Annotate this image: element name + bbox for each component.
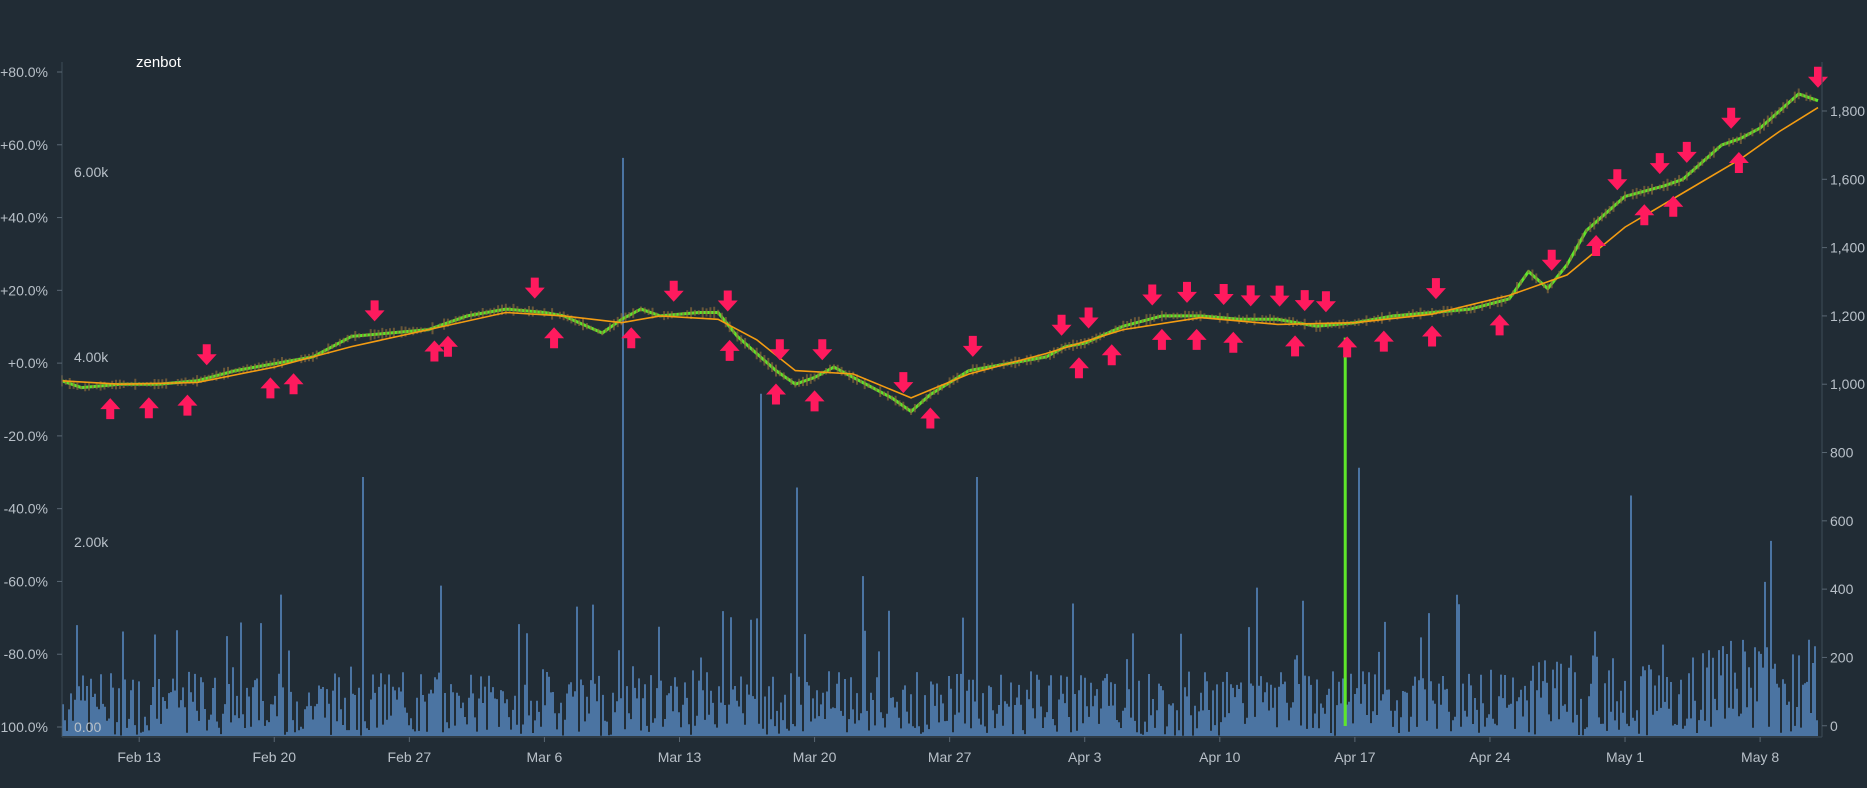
x-tick-label: Feb 20 bbox=[252, 749, 296, 765]
buy-signal-arrow bbox=[1223, 331, 1244, 353]
sell-signal-arrow bbox=[1142, 284, 1163, 306]
y-right-tick-label: 1,400 bbox=[1830, 240, 1865, 256]
x-tick-label: Mar 20 bbox=[793, 749, 837, 765]
y-left-tick-label: +20.0% bbox=[0, 282, 48, 298]
volume-tick-label: 4.00k bbox=[74, 349, 109, 365]
buy-signal-arrow bbox=[1586, 234, 1607, 256]
y-right-tick-label: 1,600 bbox=[1830, 171, 1865, 187]
buy-signal-arrow bbox=[1373, 330, 1394, 352]
sell-signal-arrow bbox=[893, 372, 914, 394]
y-right-tick-label: 400 bbox=[1830, 581, 1854, 597]
y-left-tick-label: +40.0% bbox=[0, 210, 48, 226]
volume-tick-label: 0.00 bbox=[74, 719, 101, 735]
buy-signal-arrow bbox=[177, 394, 198, 416]
buy-signal-arrow bbox=[1151, 328, 1172, 350]
sell-signal-arrow bbox=[1078, 307, 1099, 329]
x-tick-label: Mar 6 bbox=[527, 749, 563, 765]
sell-signal-arrow bbox=[1541, 249, 1562, 271]
buy-signal-arrow bbox=[437, 335, 458, 357]
y-left-tick-label: -100.0% bbox=[0, 719, 48, 735]
buy-signal-arrow bbox=[1186, 328, 1207, 350]
y-right-tick-label: 200 bbox=[1830, 649, 1854, 665]
sell-signal-arrow bbox=[769, 339, 790, 361]
x-tick-label: Mar 13 bbox=[658, 749, 702, 765]
y-left-tick-label: +0.0% bbox=[8, 355, 48, 371]
y-right-tick-label: 600 bbox=[1830, 513, 1854, 529]
sell-signal-arrow bbox=[1240, 285, 1261, 307]
buy-signal-arrow bbox=[260, 377, 281, 399]
y-left-tick-label: -60.0% bbox=[4, 573, 48, 589]
x-tick-label: May 1 bbox=[1606, 749, 1644, 765]
sell-signal-arrow bbox=[1649, 153, 1670, 175]
moving-average-line bbox=[61, 106, 1819, 399]
buy-signal-arrow bbox=[1337, 336, 1358, 358]
buy-signal-arrow bbox=[920, 407, 941, 429]
sell-signal-arrow bbox=[1425, 278, 1446, 300]
sell-signal-arrow bbox=[364, 300, 385, 322]
chart-title: zenbot bbox=[136, 54, 182, 71]
y-left-tick-label: -20.0% bbox=[4, 428, 48, 444]
y-left-tick-label: +60.0% bbox=[0, 137, 48, 153]
buy-signal-arrow bbox=[1728, 151, 1749, 173]
sell-signal-arrow bbox=[1176, 281, 1197, 303]
sell-signal-arrow bbox=[1269, 285, 1290, 307]
y-right-tick-label: 1,800 bbox=[1830, 103, 1865, 119]
x-tick-label: Apr 3 bbox=[1068, 749, 1102, 765]
y-left-tick-label: -80.0% bbox=[4, 646, 48, 662]
volume-bars bbox=[62, 157, 1818, 736]
x-tick-label: Apr 10 bbox=[1199, 749, 1240, 765]
x-tick-label: Apr 17 bbox=[1334, 749, 1375, 765]
buy-signal-arrow bbox=[283, 373, 304, 395]
x-tick-label: May 8 bbox=[1741, 749, 1779, 765]
y-right-tick-label: 800 bbox=[1830, 445, 1854, 461]
y-right-tick-label: 1,200 bbox=[1830, 308, 1865, 324]
sell-signal-arrow bbox=[962, 335, 983, 357]
sell-signal-arrow bbox=[663, 280, 684, 302]
x-tick-label: Mar 27 bbox=[928, 749, 972, 765]
buy-signal-arrow bbox=[1285, 335, 1306, 357]
sell-signal-arrow bbox=[1808, 66, 1828, 88]
y-left-tick-label: +80.0% bbox=[0, 64, 48, 80]
y-right-tick-label: 0 bbox=[1830, 718, 1838, 734]
buy-signal-arrow bbox=[100, 398, 121, 420]
sell-signal-arrow bbox=[1213, 283, 1234, 305]
y-right-tick-label: 1,000 bbox=[1830, 376, 1865, 392]
buy-signal-arrow bbox=[765, 383, 786, 405]
buy-signal-arrow bbox=[1101, 344, 1122, 366]
sell-signal-arrow bbox=[1315, 291, 1336, 313]
sell-signal-arrow bbox=[1294, 290, 1315, 312]
buy-signal-arrow bbox=[424, 340, 445, 362]
buy-signal-arrow bbox=[1422, 325, 1443, 347]
buy-signal-arrow bbox=[544, 327, 565, 349]
x-tick-label: Feb 27 bbox=[388, 749, 432, 765]
sell-signal-arrow bbox=[1676, 141, 1697, 163]
sell-signal-arrow bbox=[524, 277, 545, 299]
x-tick-label: Apr 24 bbox=[1469, 749, 1510, 765]
buy-signal-arrow bbox=[719, 339, 740, 361]
sell-signal-arrow bbox=[812, 339, 833, 361]
volume-tick-label: 6.00k bbox=[74, 164, 109, 180]
sell-signal-arrow bbox=[1051, 314, 1072, 336]
buy-signal-arrow bbox=[1634, 204, 1655, 226]
y-left-tick-label: -40.0% bbox=[4, 501, 48, 517]
sell-signal-arrow bbox=[1607, 169, 1628, 191]
buy-signal-arrow bbox=[1068, 357, 1089, 379]
buy-signal-arrow bbox=[621, 327, 642, 349]
sell-signal-arrow bbox=[1721, 107, 1742, 129]
buy-signal-arrow bbox=[1663, 195, 1684, 217]
buy-signal-arrow bbox=[1489, 314, 1510, 336]
volume-tick-label: 2.00k bbox=[74, 534, 109, 550]
buy-signal-arrow bbox=[138, 397, 159, 419]
sell-signal-arrow bbox=[717, 290, 738, 312]
x-tick-label: Feb 13 bbox=[117, 749, 161, 765]
sell-signal-arrow bbox=[196, 344, 217, 366]
buy-signal-arrow bbox=[804, 390, 825, 412]
